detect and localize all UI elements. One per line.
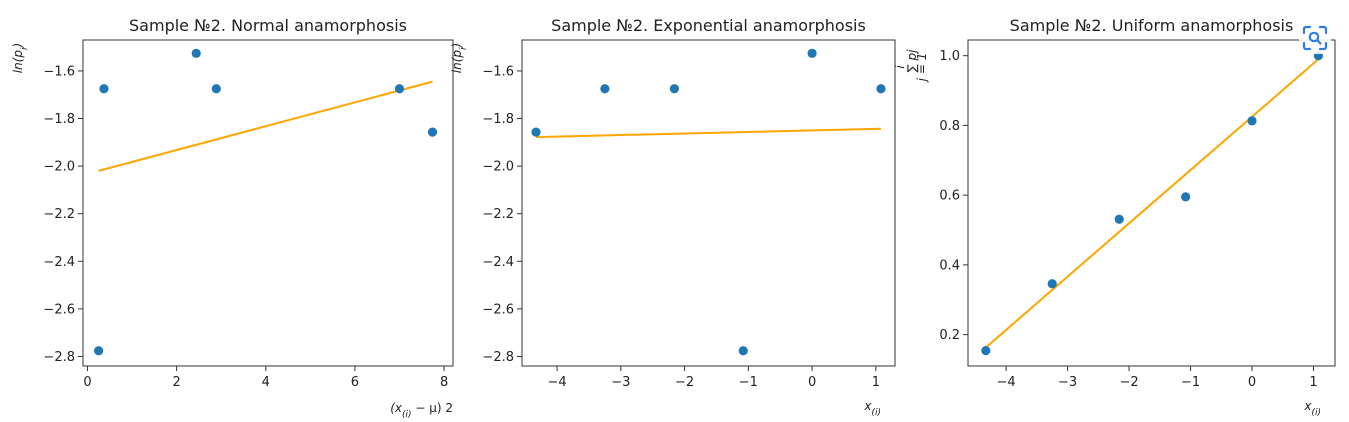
- subplot-1: Sample №2. Normal anamorphosis 0 2 4 6 8 −1.6 −…: [11, 16, 454, 420]
- y-tick-label: −2.0: [482, 160, 514, 175]
- y-tick-label: −2.2: [482, 207, 514, 222]
- axes-frame: [967, 39, 1336, 367]
- y-tick-label: 1.0: [939, 49, 960, 64]
- y-axis-label: ln(pi): [450, 43, 469, 73]
- data-point: [1181, 192, 1191, 202]
- chart-title: Sample №2. Normal anamorphosis: [129, 16, 407, 35]
- x-tick-label: −4: [997, 375, 1016, 390]
- y-tick-label: −2.8: [43, 350, 75, 365]
- y-axis-label-group: ∑ pji j = 1: [893, 49, 929, 83]
- y-tick-label: −2.4: [43, 255, 75, 270]
- y-tick-label: −1.8: [482, 112, 514, 127]
- visual-search-icon-glyph: [1302, 25, 1328, 51]
- data-point: [1247, 116, 1257, 126]
- y-axis-label-group: ln(pi): [450, 43, 469, 73]
- x-tick-label: 4: [262, 375, 270, 390]
- y-tick-label: −2.4: [482, 255, 514, 270]
- y-tick-label: −2.6: [482, 302, 514, 317]
- x-tick-label: 6: [351, 375, 359, 390]
- axes-frame: [521, 39, 896, 367]
- data-point: [394, 84, 405, 94]
- y-axis-label: ∑ pj: [905, 49, 919, 73]
- y-axis-label-sum-bottom: j = 1: [915, 53, 929, 84]
- x-tick-label: −2: [675, 375, 694, 390]
- y-tick-label: 0.2: [939, 328, 960, 343]
- y-tick-label: 0.6: [939, 189, 960, 204]
- x-tick-label: −1: [1181, 375, 1200, 390]
- x-axis-label: x(i): [1303, 399, 1321, 418]
- data-point: [531, 127, 541, 137]
- x-tick-label: −2: [1119, 375, 1138, 390]
- data-point: [738, 346, 748, 356]
- data-point: [600, 84, 610, 94]
- subplot-3: Sample №2. Uniform anamorphosis −4 −3 −2 −1 0…: [893, 16, 1336, 418]
- data-point: [669, 84, 679, 94]
- data-point: [99, 84, 109, 94]
- data-point: [211, 84, 221, 94]
- y-tick-label: 0.8: [939, 119, 960, 134]
- data-point: [191, 48, 201, 58]
- subplot-2: Sample №2. Exponential anamorphosis −4 −3 −…: [450, 16, 896, 418]
- visual-search-icon[interactable]: [1299, 22, 1331, 54]
- x-tick-label: −1: [739, 375, 758, 390]
- data-point: [876, 84, 886, 94]
- y-tick-label: −1.6: [43, 64, 75, 79]
- y-tick-label: −2.2: [43, 207, 75, 222]
- x-tick-label: −4: [547, 375, 566, 390]
- x-tick-label: −3: [1058, 375, 1077, 390]
- y-tick-label: −1.8: [43, 112, 75, 127]
- x-tick-label: 1: [872, 375, 880, 390]
- y-tick-label: 0.4: [939, 258, 960, 273]
- x-tick-label: 8: [440, 375, 448, 390]
- y-axis-label-group: ln(pi): [11, 43, 30, 73]
- x-tick-label: 0: [1248, 375, 1256, 390]
- y-axis-label: ln(pi): [11, 43, 30, 73]
- x-axis-label: x(i): [863, 399, 881, 418]
- data-point: [94, 346, 104, 356]
- y-tick-label: −2.6: [43, 302, 75, 317]
- y-tick-label: −2.0: [43, 160, 75, 175]
- x-tick-label: 1: [1309, 375, 1317, 390]
- fit-line: [985, 58, 1320, 349]
- x-axis-label: (x(i) − μ) 2: [390, 401, 453, 420]
- fit-line: [536, 127, 881, 139]
- data-point: [1114, 214, 1124, 224]
- data-point: [807, 48, 817, 58]
- y-tick-label: −2.8: [482, 350, 514, 365]
- data-point: [981, 346, 991, 356]
- axes-frame: [82, 39, 454, 367]
- y-axis-label-sum-top: i: [893, 65, 907, 69]
- chart-title: Sample №2. Exponential anamorphosis: [551, 16, 866, 35]
- data-point: [1047, 279, 1057, 289]
- data-point: [427, 127, 438, 137]
- fit-line: [98, 80, 433, 172]
- x-tick-label: −3: [611, 375, 630, 390]
- x-tick-label: 2: [172, 375, 180, 390]
- x-tick-label: 0: [808, 375, 816, 390]
- chart-title: Sample №2. Uniform anamorphosis: [1010, 16, 1294, 35]
- y-tick-label: −1.6: [482, 64, 514, 79]
- x-tick-label: 0: [83, 375, 91, 390]
